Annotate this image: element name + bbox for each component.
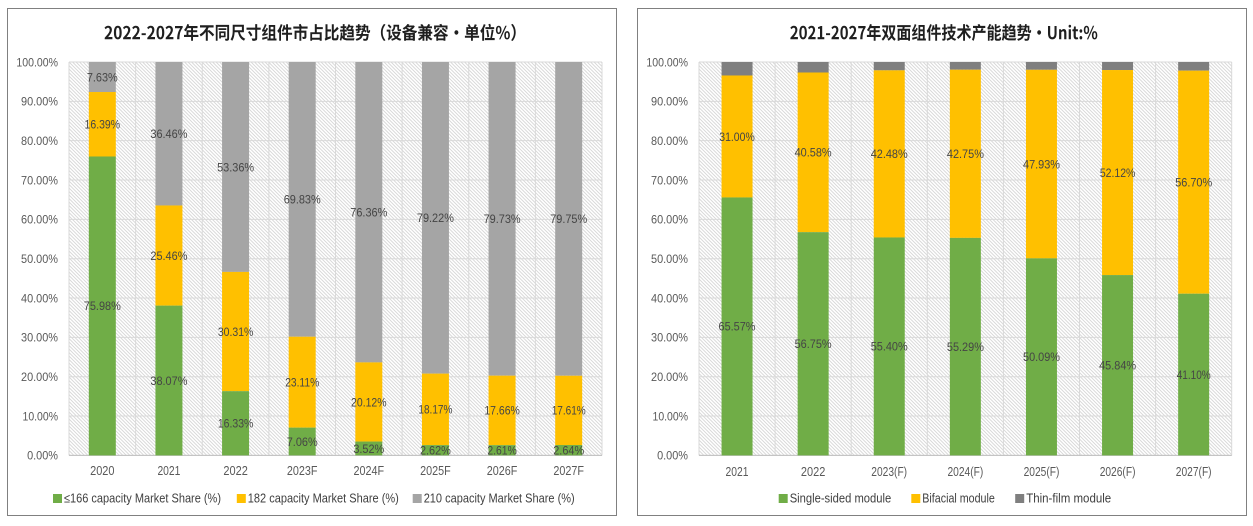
svg-text:41.10%: 41.10% [1177, 368, 1211, 382]
svg-text:75.98%: 75.98% [84, 299, 121, 313]
svg-text:10.00%: 10.00% [23, 409, 59, 423]
svg-text:2025(F): 2025(F) [1024, 464, 1060, 479]
svg-text:2020: 2020 [90, 463, 114, 478]
svg-text:2.64%: 2.64% [553, 444, 584, 458]
svg-text:65.57%: 65.57% [719, 320, 756, 334]
svg-text:0.00%: 0.00% [27, 449, 58, 463]
svg-text:16.33%: 16.33% [218, 417, 254, 431]
svg-text:40.00%: 40.00% [21, 291, 58, 305]
svg-text:50.00%: 50.00% [651, 252, 688, 266]
svg-text:2024(F): 2024(F) [948, 464, 984, 479]
svg-text:0.00%: 0.00% [657, 449, 688, 463]
svg-text:79.22%: 79.22% [417, 211, 454, 225]
svg-text:20.12%: 20.12% [351, 395, 387, 409]
svg-text:30.00%: 30.00% [651, 331, 688, 345]
svg-text:17.61%: 17.61% [552, 404, 586, 418]
svg-text:38.07%: 38.07% [150, 374, 187, 388]
svg-text:70.00%: 70.00% [651, 173, 688, 187]
svg-text:210 capacity Market Share (%): 210 capacity Market Share (%) [424, 492, 575, 506]
svg-text:36.46%: 36.46% [150, 127, 187, 141]
svg-text:56.75%: 56.75% [795, 337, 832, 351]
svg-text:20.00%: 20.00% [651, 370, 688, 384]
svg-text:52.12%: 52.12% [1100, 166, 1136, 180]
svg-text:30.00%: 30.00% [21, 331, 58, 345]
svg-text:2021: 2021 [157, 463, 180, 478]
svg-text:7.63%: 7.63% [87, 70, 118, 84]
svg-text:90.00%: 90.00% [21, 95, 58, 109]
svg-text:47.93%: 47.93% [1023, 157, 1060, 171]
svg-text:80.00%: 80.00% [21, 134, 58, 148]
svg-text:16.39%: 16.39% [85, 118, 121, 132]
svg-text:2027(F): 2027(F) [1176, 464, 1212, 479]
svg-text:76.36%: 76.36% [350, 206, 387, 220]
svg-text:17.66%: 17.66% [484, 404, 520, 418]
svg-text:60.00%: 60.00% [21, 213, 58, 227]
svg-text:Single-sided module: Single-sided module [790, 492, 892, 506]
svg-text:2026F: 2026F [487, 463, 518, 478]
svg-text:2027F: 2027F [553, 463, 584, 478]
svg-text:7.06%: 7.06% [287, 435, 318, 449]
svg-text:79.75%: 79.75% [550, 212, 587, 226]
svg-text:2024F: 2024F [354, 463, 385, 478]
svg-text:Thin-film module: Thin-film module [1026, 492, 1111, 506]
svg-text:40.00%: 40.00% [651, 291, 688, 305]
svg-text:2021: 2021 [726, 464, 749, 479]
svg-text:2025F: 2025F [420, 463, 451, 478]
svg-text:80.00%: 80.00% [651, 134, 688, 148]
svg-text:2.61%: 2.61% [487, 444, 517, 458]
svg-text:90.00%: 90.00% [651, 95, 688, 109]
svg-text:100.00%: 100.00% [646, 55, 688, 69]
svg-text:18.17%: 18.17% [418, 403, 452, 417]
svg-text:69.83%: 69.83% [284, 193, 321, 207]
svg-text:55.40%: 55.40% [871, 340, 908, 354]
svg-text:23.11%: 23.11% [285, 376, 319, 390]
svg-text:50.09%: 50.09% [1023, 350, 1060, 364]
svg-text:2022: 2022 [223, 463, 247, 478]
svg-text:Bifacial module: Bifacial module [922, 492, 995, 506]
svg-text:2.62%: 2.62% [420, 444, 451, 458]
svg-text:25.46%: 25.46% [150, 249, 187, 263]
svg-text:30.31%: 30.31% [218, 325, 254, 339]
svg-text:2023F: 2023F [287, 463, 318, 478]
svg-text:42.48%: 42.48% [871, 147, 908, 161]
svg-text:2023(F): 2023(F) [871, 464, 907, 479]
svg-text:2022: 2022 [801, 464, 825, 479]
svg-text:60.00%: 60.00% [651, 213, 688, 227]
svg-text:70.00%: 70.00% [21, 173, 58, 187]
svg-text:20.00%: 20.00% [21, 370, 58, 384]
svg-text:31.00%: 31.00% [719, 130, 755, 144]
svg-text:79.73%: 79.73% [484, 212, 521, 226]
svg-text:56.70%: 56.70% [1175, 176, 1212, 190]
svg-text:10.00%: 10.00% [653, 409, 689, 423]
svg-text:50.00%: 50.00% [21, 252, 58, 266]
svg-text:182 capacity Market Share (%): 182 capacity Market Share (%) [248, 492, 399, 506]
svg-text:42.75%: 42.75% [947, 147, 984, 161]
svg-text:2026(F): 2026(F) [1100, 464, 1136, 479]
svg-text:≤166 capacity Market Share (%): ≤166 capacity Market Share (%) [64, 492, 221, 506]
svg-text:3.52%: 3.52% [353, 442, 384, 456]
svg-text:53.36%: 53.36% [217, 160, 254, 174]
svg-text:40.58%: 40.58% [795, 146, 832, 160]
svg-text:55.29%: 55.29% [947, 340, 984, 354]
svg-text:100.00%: 100.00% [16, 55, 58, 69]
svg-text:45.84%: 45.84% [1099, 359, 1136, 373]
